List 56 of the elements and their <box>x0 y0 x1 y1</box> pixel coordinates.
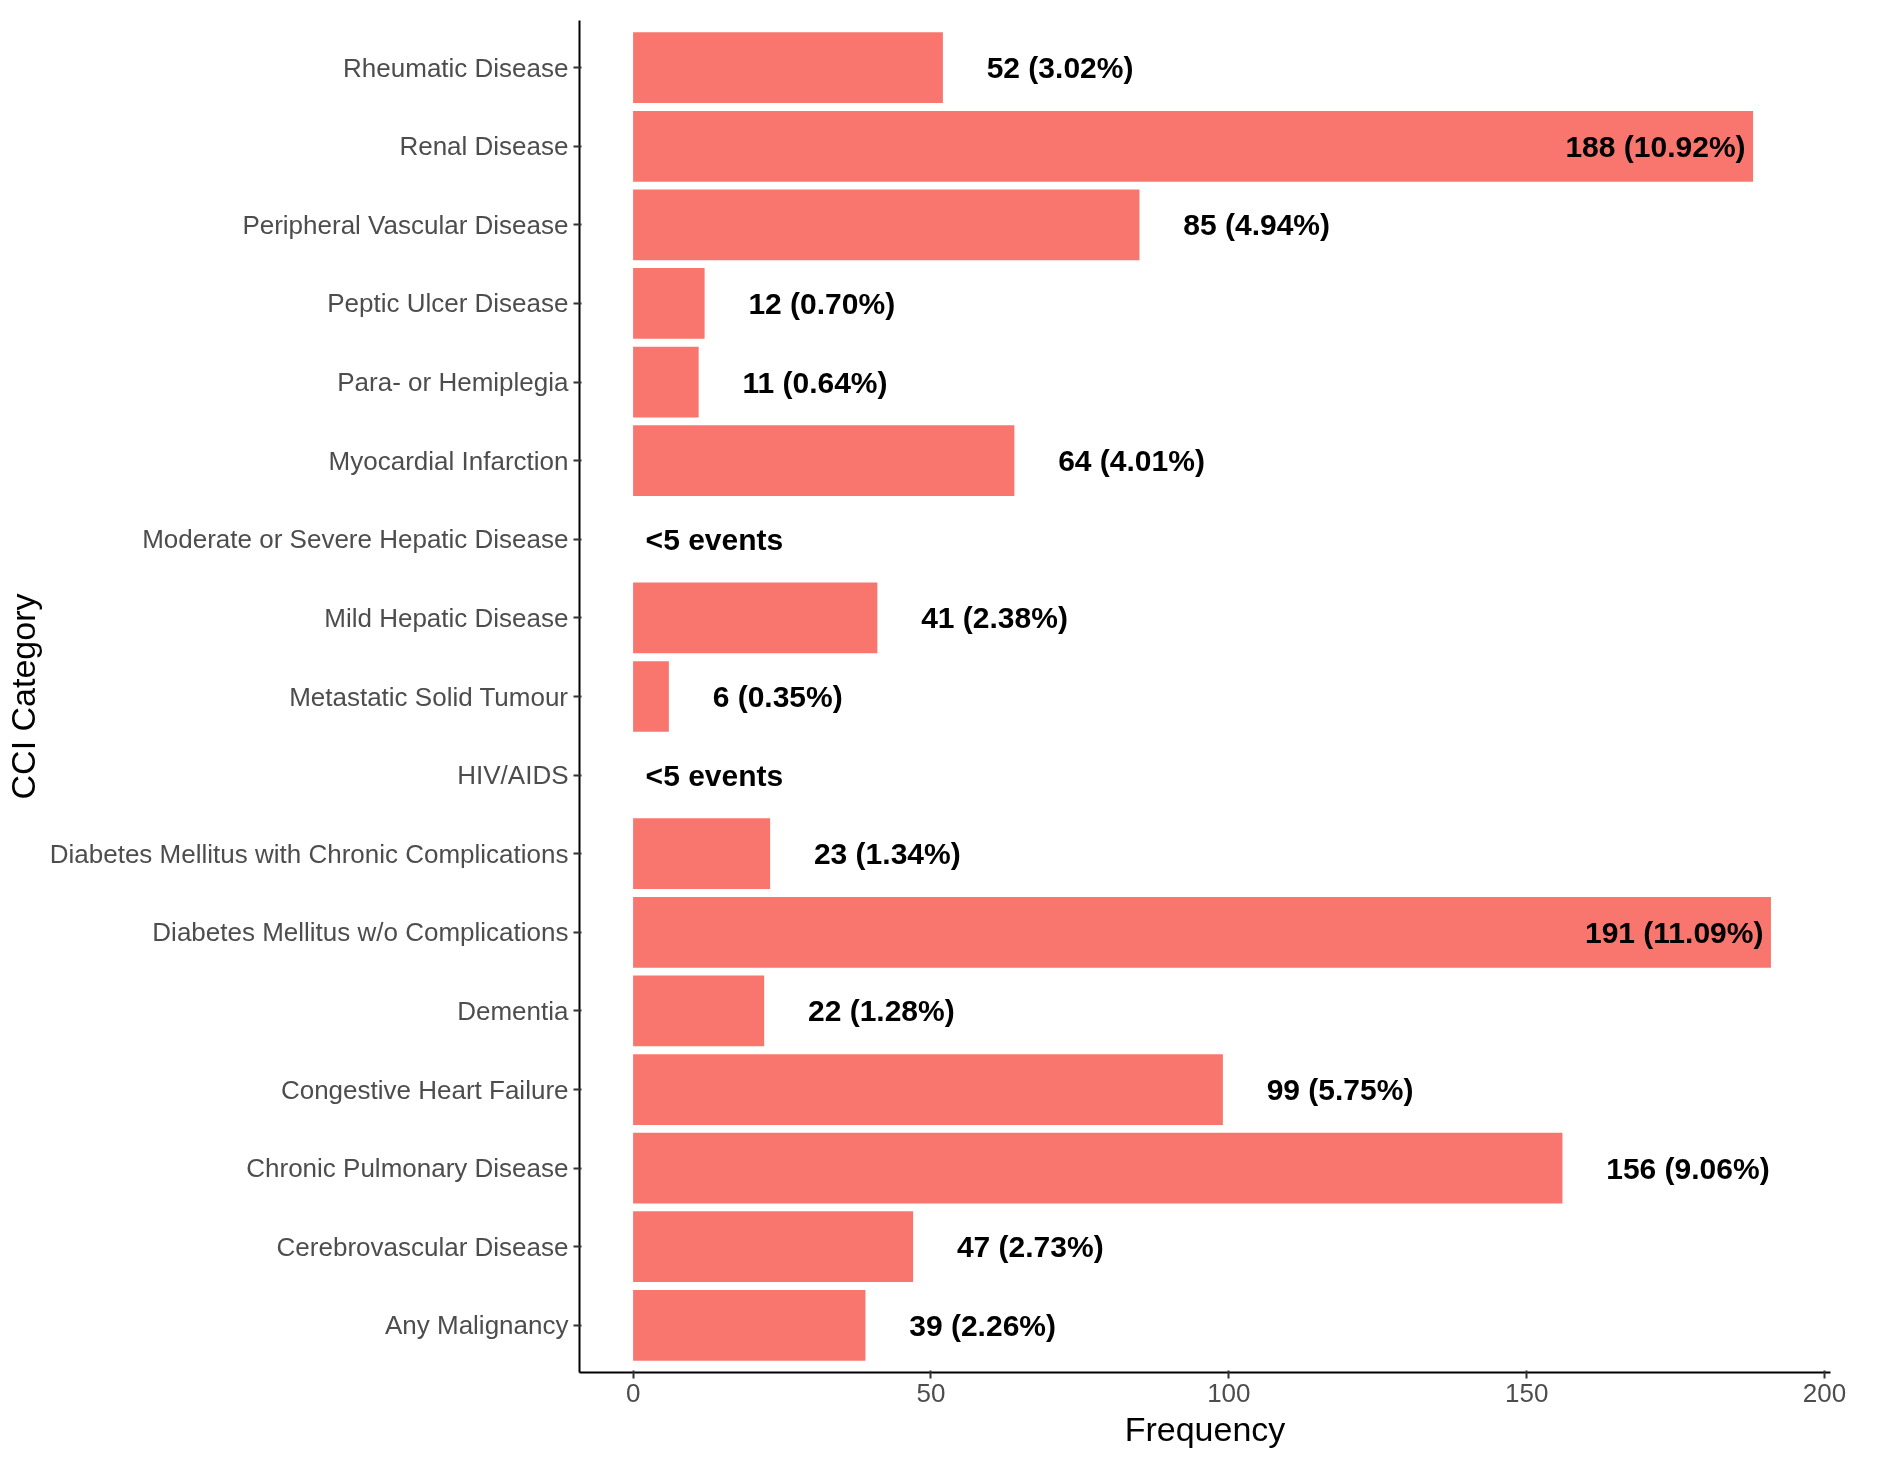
data-label: 6 (0.35%) <box>712 680 843 713</box>
data-label: 52 (3.02%) <box>986 51 1134 85</box>
x-tick-label: 0 <box>625 1377 641 1408</box>
bar <box>633 975 765 1047</box>
y-tick-label: Diabetes Mellitus w/o Complications <box>152 917 569 948</box>
bar <box>633 189 1140 261</box>
data-label: 39 (2.26%) <box>909 1308 1056 1342</box>
y-tick-label: Congestive Heart Failure <box>280 1074 569 1105</box>
bar <box>633 1289 866 1361</box>
data-label: 47 (2.73%) <box>956 1230 1104 1264</box>
y-tick-label: Chronic Pulmonary Disease <box>246 1153 569 1184</box>
data-label: 23 (1.34%) <box>813 837 961 871</box>
y-tick-label: Moderate or Severe Hepatic Disease <box>142 524 569 555</box>
bar <box>633 1211 914 1283</box>
y-tick-label: Para- or Hemiplegia <box>337 367 570 398</box>
bar <box>633 1132 1563 1204</box>
data-label: 99 (5.75%) <box>1266 1073 1414 1107</box>
bar <box>633 818 771 890</box>
text: <5 events <box>645 758 784 792</box>
y-tick-label: Mild Hepatic Disease <box>324 602 569 633</box>
data-label: 156 (9.06%) <box>1606 1151 1770 1185</box>
bar <box>633 582 878 654</box>
y-tick-label: Peripheral Vascular Disease <box>242 209 569 240</box>
data-label: 85 (4.94%) <box>1183 208 1331 242</box>
y-tick-label: Any Malignancy <box>384 1310 569 1341</box>
data-label: 11 (0.64%) <box>742 365 888 399</box>
y-tick-label: Myocardial Infarction <box>328 445 569 476</box>
bar <box>633 896 1771 968</box>
y-tick-label: Cerebrovascular Disease <box>276 1231 569 1262</box>
x-tick-label: 150 <box>1505 1377 1549 1408</box>
data-label: 64 (4.01%) <box>1058 444 1205 478</box>
y-tick-label: Diabetes Mellitus with Chronic Complications <box>49 838 569 869</box>
y-tick-label: Renal Disease <box>399 131 569 162</box>
bar <box>633 661 669 732</box>
y-tick-label: HIV/AIDS <box>457 760 569 791</box>
x-tick-label: 50 <box>916 1377 946 1408</box>
data-label: 191 (11.09%) <box>1584 915 1764 949</box>
y-tick-label: Rheumatic Disease <box>343 52 569 83</box>
bar <box>633 346 699 418</box>
data-label: 22 (1.28%) <box>807 994 955 1028</box>
bar <box>633 110 1754 182</box>
y-tick-label: Dementia <box>457 995 570 1026</box>
y-axis-title: CCI Category <box>3 593 42 800</box>
text: <5 events <box>645 522 784 556</box>
y-tick-label: Metastatic Solid Tumour <box>289 681 569 712</box>
data-label: 188 (10.92%) <box>1565 129 1746 163</box>
bar <box>633 268 705 339</box>
bar <box>633 32 943 104</box>
x-tick-label: 100 <box>1207 1377 1251 1408</box>
x-axis-title: Frequency <box>1124 1409 1286 1448</box>
bar <box>633 425 1015 497</box>
x-tick-label: 200 <box>1802 1377 1847 1408</box>
bar <box>633 1054 1223 1125</box>
data-label: 12 (0.70%) <box>748 286 896 320</box>
data-label: 41 (2.38%) <box>921 601 1068 635</box>
y-tick-label: Peptic Ulcer Disease <box>327 288 569 319</box>
